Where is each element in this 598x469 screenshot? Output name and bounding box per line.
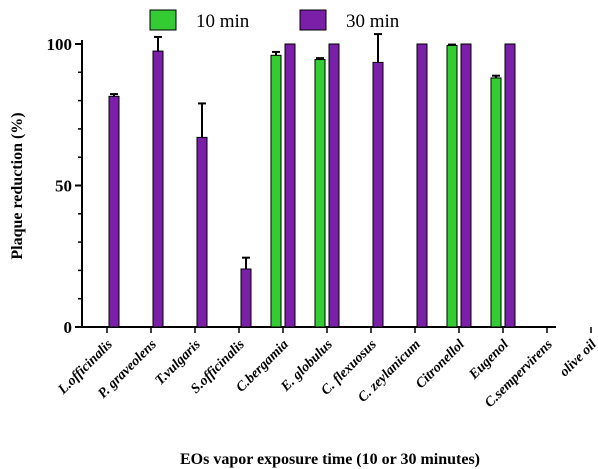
bar-30min [196, 136, 208, 328]
y-axis: 0 50 100 [47, 35, 83, 337]
bar-30min [152, 50, 164, 328]
legend-swatch-10-min [149, 9, 177, 31]
bar-30min [504, 43, 516, 328]
bar-30min [108, 95, 120, 328]
legend: 10 min 30 min [149, 9, 400, 32]
bar-30min [372, 61, 384, 328]
bar-10min [446, 44, 458, 328]
legend-label-30-min: 30 min [346, 11, 400, 32]
bar-30min [328, 43, 340, 328]
bar-30min [240, 268, 252, 328]
y-axis-title: Plaque reduction (%) [9, 112, 26, 259]
bar-10min [490, 77, 502, 328]
bar-30min [416, 43, 428, 328]
x-tick-label: olive oil [557, 337, 598, 380]
bar-30min [460, 43, 472, 328]
bars [108, 33, 516, 328]
bar-10min [314, 59, 326, 328]
x-axis-title: EOs vapor exposure time (10 or 30 minute… [180, 451, 480, 468]
y-tick-label: 100 [47, 35, 73, 54]
x-axis [82, 326, 592, 333]
legend-label-10-min: 10 min [196, 11, 250, 32]
x-tick-label: Citronellol [413, 337, 468, 392]
legend-swatch-30-min [299, 9, 327, 31]
y-tick-label: 50 [55, 177, 72, 196]
y-tick-label: 0 [64, 318, 73, 337]
bar-10min [270, 54, 282, 328]
bar-30min [284, 43, 296, 328]
